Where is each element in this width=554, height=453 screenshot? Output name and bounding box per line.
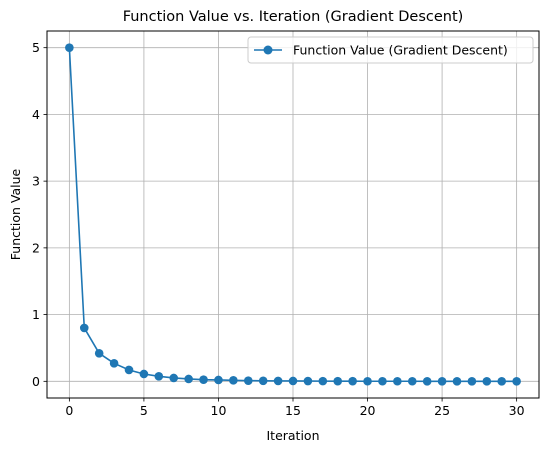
- data-point: [154, 372, 164, 381]
- legend-frame: [247, 36, 534, 64]
- data-point: [199, 375, 208, 384]
- data-point: [109, 359, 119, 368]
- x-tick-label: 10: [211, 403, 227, 418]
- data-point: [214, 375, 223, 385]
- data-point: [363, 376, 372, 386]
- y-axis-label: Function Value: [8, 168, 23, 260]
- data-point: [184, 374, 193, 384]
- data-point: [452, 377, 462, 386]
- series-function-value: [65, 43, 521, 386]
- x-tick-label: 0: [65, 403, 73, 418]
- y-tick-label: 2: [32, 240, 40, 255]
- x-tick-label: 20: [360, 403, 376, 418]
- data-point: [348, 376, 357, 386]
- data-point: [407, 376, 417, 386]
- data-point: [318, 376, 328, 386]
- x-tick-label: 15: [285, 403, 301, 418]
- legend: Function Value (Gradient Descent): [247, 36, 534, 64]
- data-point: [243, 376, 253, 385]
- data-point: [229, 376, 238, 385]
- x-tick-label: 30: [509, 403, 525, 418]
- y-tick-label: 4: [32, 107, 40, 122]
- data-point: [482, 377, 492, 386]
- data-point: [467, 377, 477, 386]
- legend-entry-label: Function Value (Gradient Descent): [293, 43, 508, 58]
- data-point: [333, 376, 343, 386]
- legend-marker-sample: [263, 45, 273, 55]
- data-point: [273, 376, 283, 386]
- y-tick-label: 1: [32, 307, 40, 322]
- data-point: [422, 377, 432, 386]
- chart-title: Function Value vs. Iteration (Gradient D…: [123, 9, 464, 25]
- data-point: [288, 376, 298, 386]
- data-point: [65, 43, 74, 52]
- data-point: [497, 377, 507, 386]
- data-point: [512, 377, 521, 386]
- y-tick-label: 0: [32, 374, 40, 389]
- data-point: [169, 373, 179, 383]
- data-point: [393, 376, 402, 386]
- data-point: [94, 348, 104, 358]
- data-point: [139, 369, 149, 379]
- axis-ticks: 0 5 10 15 20 25 30 0 1 2 3 4 5: [32, 40, 525, 418]
- y-tick-label: 3: [32, 174, 40, 189]
- data-point: [258, 376, 268, 386]
- x-tick-label: 5: [140, 403, 148, 418]
- grid: [47, 31, 539, 398]
- x-tick-label: 25: [434, 403, 450, 418]
- data-point: [437, 377, 447, 386]
- x-axis-label: Iteration: [266, 428, 319, 443]
- data-point: [124, 365, 134, 375]
- y-tick-label: 5: [32, 40, 40, 55]
- data-point: [79, 323, 89, 333]
- data-point: [303, 376, 313, 386]
- data-point: [378, 376, 387, 386]
